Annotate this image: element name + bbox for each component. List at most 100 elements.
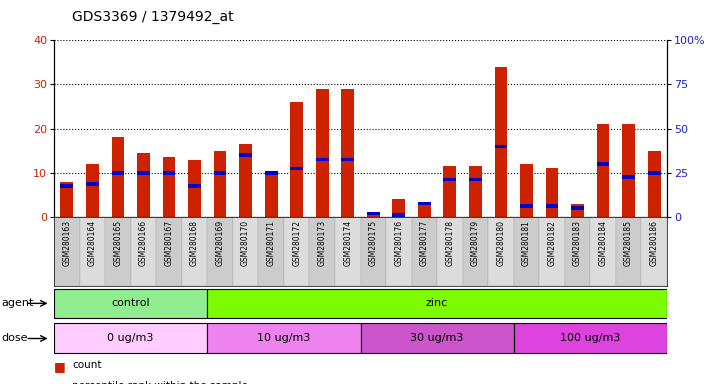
Bar [239, 144, 252, 217]
Text: GSM280172: GSM280172 [292, 220, 301, 266]
Bar [213, 151, 226, 217]
Bar [105, 217, 131, 286]
Bar [513, 323, 667, 354]
Text: 100 ug/m3: 100 ug/m3 [560, 333, 621, 344]
Bar [341, 89, 354, 217]
Bar [265, 171, 278, 175]
Bar [213, 171, 226, 175]
Text: GSM280183: GSM280183 [573, 220, 582, 266]
Bar [520, 164, 533, 217]
Text: GSM280170: GSM280170 [241, 220, 250, 266]
Bar [622, 124, 635, 217]
Bar [54, 217, 79, 286]
Bar [565, 217, 590, 286]
Bar [112, 137, 124, 217]
Bar [291, 167, 303, 170]
Bar [54, 323, 208, 354]
Bar [622, 175, 635, 179]
Bar [61, 182, 74, 217]
Text: GSM280185: GSM280185 [624, 220, 633, 266]
Bar [233, 217, 258, 286]
Text: GSM280168: GSM280168 [190, 220, 199, 266]
Bar [520, 204, 533, 208]
Bar [360, 217, 386, 286]
Bar [443, 166, 456, 217]
Bar [208, 323, 360, 354]
Text: GSM280179: GSM280179 [471, 220, 480, 266]
Text: GDS3369 / 1379492_at: GDS3369 / 1379492_at [72, 10, 234, 23]
Text: GSM280174: GSM280174 [343, 220, 353, 266]
Text: agent: agent [1, 298, 34, 308]
Text: GSM280167: GSM280167 [164, 220, 174, 266]
Bar [208, 217, 233, 286]
Bar [590, 217, 616, 286]
Bar [316, 89, 329, 217]
Bar [469, 178, 482, 181]
Bar [309, 217, 335, 286]
Bar [61, 184, 74, 188]
Bar [86, 164, 99, 217]
Text: GSM280175: GSM280175 [368, 220, 378, 266]
Bar [386, 217, 412, 286]
Bar [54, 289, 208, 318]
Bar [437, 217, 463, 286]
Bar [647, 151, 660, 217]
Text: 10 ug/m3: 10 ug/m3 [257, 333, 311, 344]
Bar [239, 153, 252, 157]
Bar [392, 214, 405, 217]
Text: GSM280171: GSM280171 [267, 220, 275, 266]
Text: control: control [111, 298, 150, 308]
Text: percentile rank within the sample: percentile rank within the sample [72, 381, 248, 384]
Bar [513, 217, 539, 286]
Text: GSM280173: GSM280173 [318, 220, 327, 266]
Bar [418, 202, 430, 205]
Bar [188, 160, 201, 217]
Text: 30 ug/m3: 30 ug/m3 [410, 333, 464, 344]
Text: GSM280186: GSM280186 [650, 220, 659, 266]
Text: GSM280166: GSM280166 [139, 220, 148, 266]
Bar [316, 158, 329, 161]
Bar [412, 217, 437, 286]
Bar [112, 171, 124, 175]
Bar [131, 217, 156, 286]
Bar [469, 166, 482, 217]
Text: GSM280163: GSM280163 [62, 220, 71, 266]
Text: dose: dose [1, 333, 28, 344]
Text: GSM280180: GSM280180 [497, 220, 505, 266]
Bar [182, 217, 208, 286]
Bar [86, 182, 99, 185]
Text: GSM280182: GSM280182 [547, 220, 557, 266]
Bar [546, 204, 558, 208]
Text: ■: ■ [54, 360, 66, 373]
Text: 0 ug/m3: 0 ug/m3 [107, 333, 154, 344]
Text: ■: ■ [54, 381, 66, 384]
Text: GSM280178: GSM280178 [446, 220, 454, 266]
Text: GSM280165: GSM280165 [113, 220, 123, 266]
Bar [208, 289, 667, 318]
Text: count: count [72, 360, 102, 370]
Bar [335, 217, 360, 286]
Bar [291, 102, 303, 217]
Text: GSM280181: GSM280181 [522, 220, 531, 266]
Bar [156, 217, 182, 286]
Bar [495, 144, 508, 148]
Bar [367, 213, 380, 217]
Bar [495, 67, 508, 217]
Bar [571, 206, 584, 210]
Text: GSM280169: GSM280169 [216, 220, 224, 266]
Bar [539, 217, 565, 286]
Bar [265, 173, 278, 217]
Bar [163, 157, 175, 217]
Bar [163, 171, 175, 175]
Text: GSM280177: GSM280177 [420, 220, 429, 266]
Bar [392, 199, 405, 217]
Bar [647, 171, 660, 175]
Bar [546, 169, 558, 217]
Bar [79, 217, 105, 286]
Bar [597, 124, 609, 217]
Bar [188, 184, 201, 188]
Bar [597, 162, 609, 166]
Bar [571, 204, 584, 217]
Bar [360, 323, 513, 354]
Bar [137, 171, 150, 175]
